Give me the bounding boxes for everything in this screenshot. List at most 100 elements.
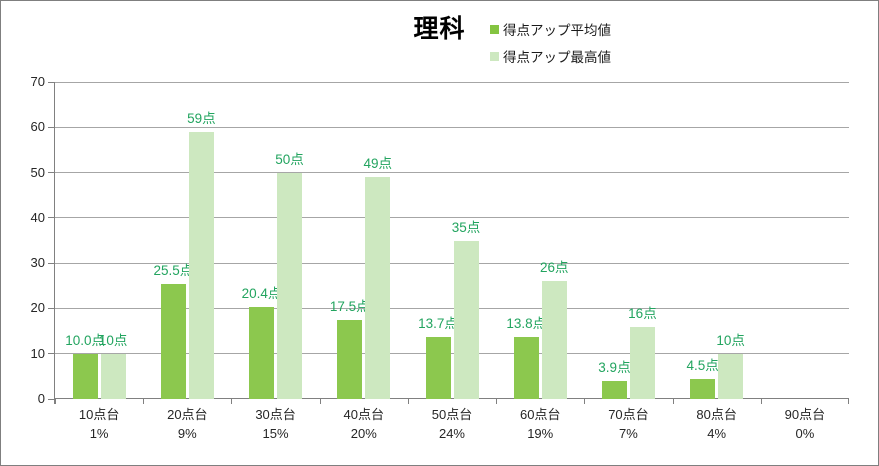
y-axis-label: 40 [30,209,45,225]
x-axis-label: 30点台 15% [231,405,319,443]
plot-area: 0 10 20 30 40 50 60 70 10点台 1% 20点台 9% 30点台 15% 40点台 20… [31,74,849,441]
y-tick [48,262,55,264]
y-tick [48,398,55,400]
y-tick [48,81,55,83]
legend-item-average: 得点アップ平均値 [490,19,611,39]
category-label: 80点台 [696,407,737,422]
y-axis-label: 20 [30,300,45,316]
x-tick [231,399,233,404]
gridline [55,172,849,174]
gridline [55,262,849,264]
legend-swatch-max-icon [490,51,499,61]
bar-value-label: 26点 [539,260,569,276]
category-percent-label: 0% [795,426,815,441]
legend-swatch-average-icon [490,24,499,34]
x-axis-label: 40点台 20% [320,405,408,443]
legend: 得点アップ平均値 得点アップ最高値 [490,19,611,66]
category-label: 40点台 [343,407,384,422]
bar-average [601,381,627,399]
bar-value-label: 13.7点 [418,315,458,331]
category-label: 30点台 [255,407,296,422]
x-tick [407,399,409,404]
category-percent-label: 7% [619,426,638,441]
chart-title: 理科 [413,15,466,43]
category-percent-label: 1% [89,426,109,441]
gridline [55,81,849,83]
bar-max [100,353,126,399]
bar-max [277,172,303,399]
x-axis-label: 70点台 7% [584,405,672,443]
category-percent-label: 9% [177,426,197,441]
x-tick [143,399,145,404]
x-axis-label: 50点台 24% [408,405,496,443]
category-label: 50点台 [431,407,473,422]
y-axis-line [54,82,55,404]
bar-value-label: 4.5点 [686,357,719,373]
y-axis-label: 30 [30,255,45,271]
x-axis-label: 60点台 19% [496,405,584,443]
bar-max [365,177,391,399]
y-axis-label: 50 [30,164,45,180]
bar-max [453,240,479,399]
gridline [55,307,849,309]
x-tick [55,399,56,404]
bar-average [690,378,716,399]
bar-average [249,306,275,399]
x-tick [760,399,762,404]
x-axis-label: 20点台 9% [143,405,231,443]
bar-value-label: 25.5点 [153,262,194,278]
x-tick [672,399,674,404]
x-tick [584,399,586,404]
gridline [55,353,849,355]
category-percent-label: 15% [262,426,289,441]
x-axis-label: 80点台 4% [673,405,761,443]
bar-max [188,131,214,399]
bar-value-label: 16点 [628,305,657,321]
x-axis-label: 90点台 0% [761,405,849,443]
y-axis-label: 0 [37,391,45,406]
category-label: 10点台 [78,407,120,422]
gridline [55,217,849,219]
x-tick [496,399,498,404]
x-tick [848,399,849,404]
gridline [55,126,849,128]
category-label: 60点台 [519,407,561,422]
bar-value-label: 59点 [187,110,216,126]
y-tick [48,126,55,128]
y-axis-label: 70 [30,74,45,89]
bar-value-label: 49点 [363,156,393,172]
bar-max [541,281,567,399]
y-axis-label: 60 [30,119,45,135]
x-tick [319,399,321,404]
bar-value-label: 35点 [451,219,481,235]
bar-average [72,353,98,399]
category-percent-label: 20% [350,426,377,441]
category-percent-label: 24% [438,426,465,441]
y-tick [48,353,55,355]
bar-value-label: 50点 [275,151,304,167]
y-tick [48,172,55,174]
y-tick [48,217,55,219]
legend-item-max: 得点アップ最高値 [490,46,611,66]
bar-value-label: 13.8点 [506,315,547,331]
x-axis-label: 10点台 1% [55,405,143,443]
y-axis-label: 10 [30,345,45,361]
x-axis-line [55,398,849,399]
bar-max [629,326,655,399]
bar-average [513,336,539,399]
category-label: 70点台 [608,407,649,422]
bar-value-label: 20.4点 [241,285,282,301]
bar-average [337,319,363,399]
bar-value-label: 10点 [98,332,128,348]
category-label: 90点台 [784,407,826,422]
bar-max [718,353,744,399]
y-tick [48,307,55,309]
category-percent-label: 19% [527,426,554,441]
bar-average [160,283,186,399]
category-percent-label: 4% [707,426,727,441]
bar-value-label: 10.0点 [65,332,106,348]
bar-value-label: 17.5点 [329,298,370,314]
bar-value-label: 3.9点 [598,360,631,376]
legend-label-max: 得点アップ最高値 [503,50,611,65]
